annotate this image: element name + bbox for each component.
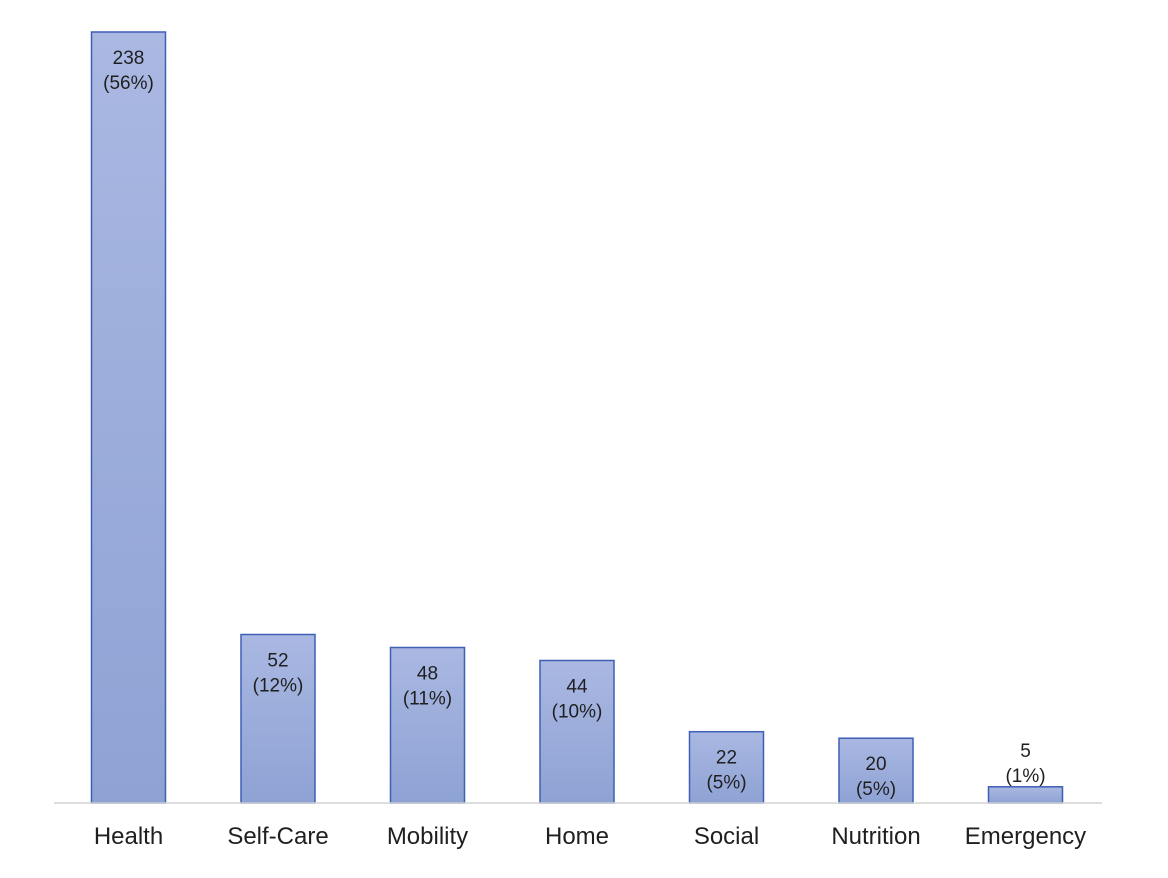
bar-mobility — [389, 646, 466, 804]
data-label-value-mobility: 48 — [417, 664, 438, 685]
data-label-value-nutrition: 20 — [865, 754, 886, 775]
data-label-value-home: 44 — [566, 676, 588, 697]
data-label-percent-nutrition: (5%) — [856, 779, 896, 800]
x-tick-label-health: Health — [94, 823, 163, 850]
bar-emergency — [987, 786, 1064, 804]
data-label-value-emergency: 5 — [1020, 741, 1031, 762]
data-label-value-social: 22 — [716, 748, 737, 769]
x-tick-label-emergency: Emergency — [965, 823, 1086, 850]
bar-self-care — [240, 633, 316, 804]
x-tick-label-self-care: Self-Care — [227, 823, 328, 850]
bar-nutrition — [838, 737, 914, 804]
data-label-percent-self-care: (12%) — [253, 676, 304, 697]
x-tick-label-nutrition: Nutrition — [831, 823, 920, 850]
data-label-value-self-care: 52 — [267, 651, 288, 672]
data-label-value-health: 238 — [113, 48, 145, 69]
bar-home — [539, 659, 615, 804]
value-labels-group: 238 (56%) 52 (12%) 48 (11%) 44 (10%) 22 (5%) 20 (5%… — [103, 48, 1045, 800]
data-label-percent-health: (56%) — [103, 73, 154, 94]
data-label-percent-home: (10%) — [552, 701, 603, 722]
data-label-percent-mobility: (11%) — [403, 689, 452, 710]
bars-group — [90, 31, 1064, 804]
x-tick-labels-group: Health Self-Care Mobility Home Social Nutriti… — [94, 823, 1086, 850]
x-tick-label-home: Home — [545, 823, 609, 850]
bar-health — [90, 31, 167, 804]
x-tick-label-mobility: Mobility — [387, 823, 468, 850]
data-label-percent-emergency: (1%) — [1005, 766, 1045, 787]
data-label-percent-social: (5%) — [706, 773, 746, 794]
x-tick-label-social: Social — [694, 823, 759, 850]
